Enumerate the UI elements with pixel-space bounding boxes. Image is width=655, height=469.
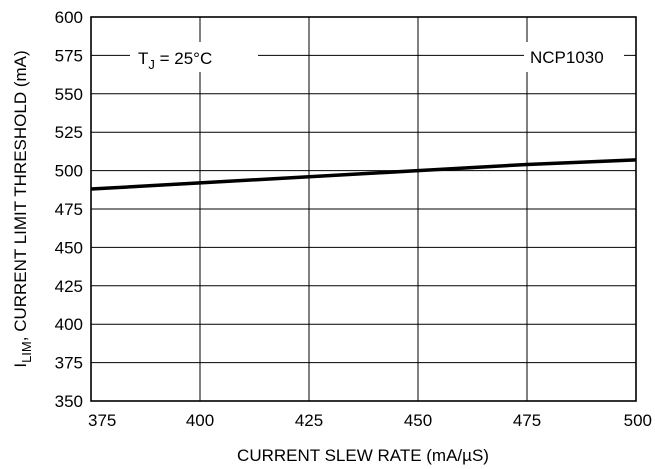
svg-text:TJ = 25°C: TJ = 25°C xyxy=(138,49,212,72)
part-label: NCP1030 xyxy=(530,48,604,67)
y-tick-label: 600 xyxy=(55,8,83,27)
y-tick-label: 525 xyxy=(55,123,83,142)
x-tick-label: 400 xyxy=(186,411,214,430)
temp-prefix: T xyxy=(138,49,148,68)
temperature-annotation: TJ = 25°C xyxy=(130,42,258,72)
y-tick-label: 400 xyxy=(55,315,83,334)
y-tick-label: 475 xyxy=(55,200,83,219)
grid xyxy=(91,17,636,401)
y-tick-label: 350 xyxy=(55,392,83,411)
tick-labels: 350 375 400 425 450 475 500 525 550 575 600 375 400 4… xyxy=(55,8,652,430)
y-axis-title: ILIM, CURRENT LIMIT THRESHOLD (mA) xyxy=(11,50,34,367)
y-tick-label: 375 xyxy=(55,354,83,373)
y-tick-label: 425 xyxy=(55,277,83,296)
x-tick-label: 450 xyxy=(404,411,432,430)
y-axis-title-prefix: I xyxy=(11,363,30,368)
y-axis-title-subscript: LIM xyxy=(19,341,34,363)
temp-subscript: J xyxy=(148,57,155,72)
temp-text: = 25°C xyxy=(155,49,212,68)
x-tick-label: 500 xyxy=(624,411,652,430)
plot-frame xyxy=(90,16,637,402)
y-tick-label: 550 xyxy=(55,85,83,104)
series-line xyxy=(90,158,637,191)
part-annotation: NCP1030 xyxy=(524,42,624,72)
y-tick-label: 500 xyxy=(55,162,83,181)
x-tick-label: 375 xyxy=(88,411,116,430)
x-tick-label: 425 xyxy=(295,411,323,430)
y-tick-label: 450 xyxy=(55,238,83,257)
x-axis-title: CURRENT SLEW RATE (mA/µS) xyxy=(237,446,489,465)
y-tick-label: 575 xyxy=(55,46,83,65)
series-layer xyxy=(90,158,637,191)
x-tick-label: 475 xyxy=(513,411,541,430)
y-axis-title-text: , CURRENT LIMIT THRESHOLD (mA) xyxy=(11,50,30,341)
